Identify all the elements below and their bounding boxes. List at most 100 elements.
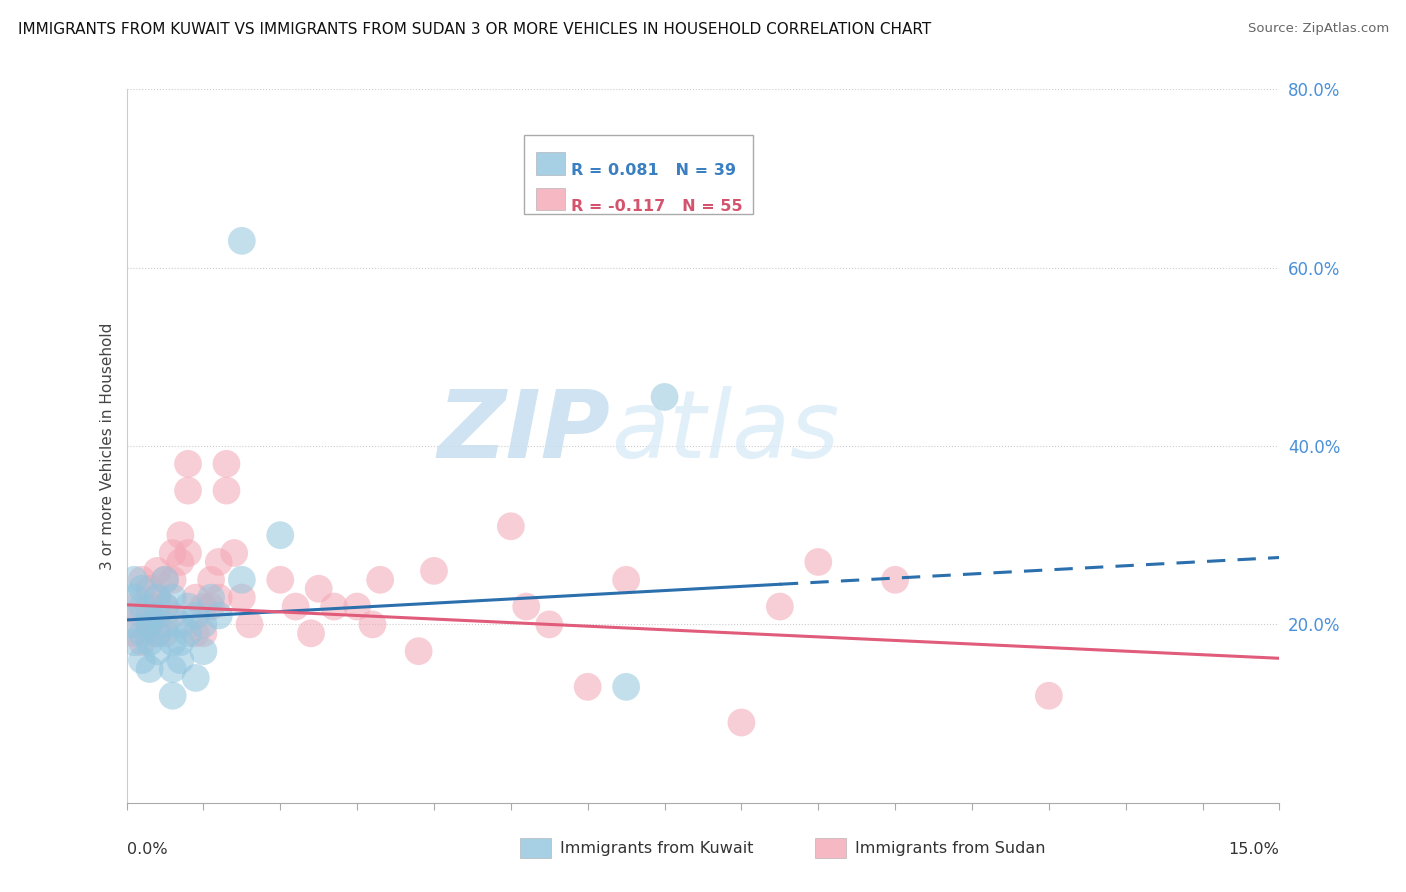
- Point: [131, 599, 153, 614]
- Point: [162, 662, 184, 676]
- Point: [208, 608, 231, 623]
- Text: atlas: atlas: [610, 386, 839, 477]
- Point: [200, 573, 222, 587]
- Point: [538, 617, 561, 632]
- Point: [269, 528, 291, 542]
- Text: 15.0%: 15.0%: [1229, 842, 1279, 857]
- Point: [346, 599, 368, 614]
- Point: [368, 573, 391, 587]
- Point: [138, 599, 160, 614]
- Point: [408, 644, 430, 658]
- Point: [231, 573, 253, 587]
- Text: 0.0%: 0.0%: [127, 842, 167, 857]
- Point: [162, 573, 184, 587]
- Point: [131, 582, 153, 596]
- Text: IMMIGRANTS FROM KUWAIT VS IMMIGRANTS FROM SUDAN 3 OR MORE VEHICLES IN HOUSEHOLD : IMMIGRANTS FROM KUWAIT VS IMMIGRANTS FRO…: [18, 22, 932, 37]
- Point: [169, 635, 191, 649]
- Point: [193, 599, 215, 614]
- Point: [224, 546, 246, 560]
- Point: [146, 564, 169, 578]
- Point: [138, 617, 160, 632]
- Point: [184, 671, 207, 685]
- Point: [153, 626, 176, 640]
- Point: [184, 591, 207, 605]
- Point: [177, 599, 200, 614]
- Point: [162, 635, 184, 649]
- Point: [193, 644, 215, 658]
- Point: [231, 591, 253, 605]
- Text: Source: ZipAtlas.com: Source: ZipAtlas.com: [1249, 22, 1389, 36]
- Point: [131, 635, 153, 649]
- Point: [308, 582, 330, 596]
- Point: [146, 591, 169, 605]
- Point: [184, 626, 207, 640]
- Point: [146, 591, 169, 605]
- Point: [131, 626, 153, 640]
- Point: [200, 599, 222, 614]
- Point: [193, 626, 215, 640]
- Point: [177, 457, 200, 471]
- Point: [122, 635, 145, 649]
- Point: [122, 591, 145, 605]
- Point: [361, 617, 384, 632]
- Point: [177, 483, 200, 498]
- Point: [215, 483, 238, 498]
- Point: [654, 390, 676, 404]
- Point: [1038, 689, 1060, 703]
- Point: [122, 573, 145, 587]
- Point: [231, 234, 253, 248]
- Point: [138, 608, 160, 623]
- Point: [499, 519, 522, 533]
- Point: [200, 591, 222, 605]
- Point: [131, 573, 153, 587]
- Point: [238, 617, 260, 632]
- Point: [807, 555, 830, 569]
- Point: [146, 626, 169, 640]
- Point: [193, 617, 215, 632]
- Point: [153, 573, 176, 587]
- Y-axis label: 3 or more Vehicles in Household: 3 or more Vehicles in Household: [100, 322, 115, 570]
- Point: [153, 599, 176, 614]
- Point: [138, 662, 160, 676]
- Point: [169, 617, 191, 632]
- Point: [120, 617, 142, 632]
- Point: [515, 599, 537, 614]
- Point: [299, 626, 322, 640]
- Point: [153, 599, 176, 614]
- Text: Immigrants from Sudan: Immigrants from Sudan: [855, 841, 1045, 855]
- Point: [215, 457, 238, 471]
- Point: [153, 573, 176, 587]
- Point: [162, 608, 184, 623]
- Point: [614, 573, 637, 587]
- Point: [146, 644, 169, 658]
- Point: [162, 546, 184, 560]
- Point: [169, 555, 191, 569]
- Point: [131, 653, 153, 667]
- Point: [614, 680, 637, 694]
- Point: [138, 582, 160, 596]
- Point: [769, 599, 792, 614]
- Point: [177, 626, 200, 640]
- Point: [208, 591, 231, 605]
- Point: [184, 608, 207, 623]
- Point: [177, 546, 200, 560]
- Point: [146, 608, 169, 623]
- Point: [208, 555, 231, 569]
- Text: R = -0.117   N = 55: R = -0.117 N = 55: [571, 199, 742, 214]
- Point: [169, 528, 191, 542]
- Point: [162, 689, 184, 703]
- Point: [284, 599, 307, 614]
- Text: ZIP: ZIP: [437, 385, 610, 478]
- Point: [162, 591, 184, 605]
- Point: [884, 573, 907, 587]
- Point: [138, 617, 160, 632]
- Point: [576, 680, 599, 694]
- Point: [269, 573, 291, 587]
- Point: [138, 635, 160, 649]
- Point: [153, 617, 176, 632]
- Point: [323, 599, 346, 614]
- Text: R = 0.081   N = 39: R = 0.081 N = 39: [571, 163, 737, 178]
- Text: Immigrants from Kuwait: Immigrants from Kuwait: [560, 841, 754, 855]
- Point: [131, 608, 153, 623]
- Point: [423, 564, 446, 578]
